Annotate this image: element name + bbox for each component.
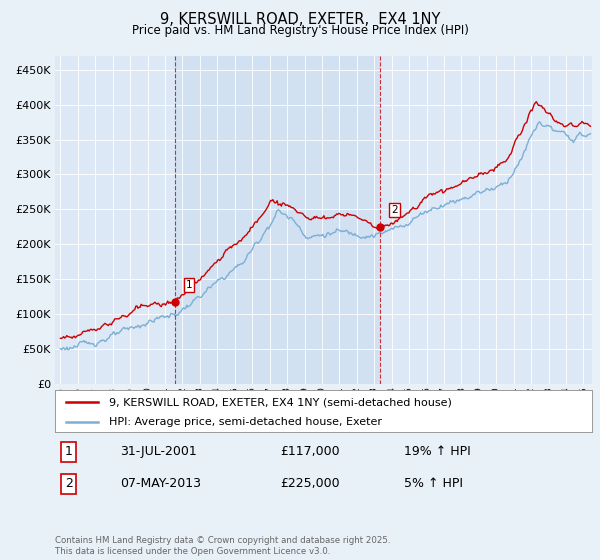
Text: Price paid vs. HM Land Registry's House Price Index (HPI): Price paid vs. HM Land Registry's House … <box>131 24 469 37</box>
Text: 9, KERSWILL ROAD, EXETER,  EX4 1NY: 9, KERSWILL ROAD, EXETER, EX4 1NY <box>160 12 440 27</box>
Text: 9, KERSWILL ROAD, EXETER, EX4 1NY (semi-detached house): 9, KERSWILL ROAD, EXETER, EX4 1NY (semi-… <box>109 397 452 407</box>
Text: 31-JUL-2001: 31-JUL-2001 <box>119 445 196 458</box>
Text: Contains HM Land Registry data © Crown copyright and database right 2025.
This d: Contains HM Land Registry data © Crown c… <box>55 536 391 556</box>
Text: 07-MAY-2013: 07-MAY-2013 <box>119 477 200 491</box>
Text: 19% ↑ HPI: 19% ↑ HPI <box>404 445 471 458</box>
Text: HPI: Average price, semi-detached house, Exeter: HPI: Average price, semi-detached house,… <box>109 417 382 427</box>
Text: 1: 1 <box>65 445 73 458</box>
Text: 2: 2 <box>391 205 397 215</box>
Text: 1: 1 <box>185 280 192 290</box>
Bar <box>175 56 380 384</box>
Text: £225,000: £225,000 <box>281 477 340 491</box>
Text: £117,000: £117,000 <box>281 445 340 458</box>
Text: 2: 2 <box>65 477 73 491</box>
Text: 5% ↑ HPI: 5% ↑ HPI <box>404 477 463 491</box>
